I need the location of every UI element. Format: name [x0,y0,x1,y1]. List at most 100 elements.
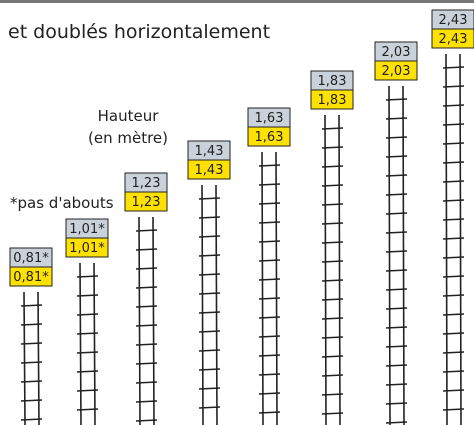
ladder-rail [460,54,461,425]
ladder-rung [199,350,220,351]
ladder-rung [259,203,280,204]
ladder-rung [386,308,407,309]
ladder-rung [259,279,280,280]
ladder-rung [322,280,343,281]
ladder-rung [386,327,407,328]
bottom-label: 1,63 [255,130,284,145]
ladder-rung [199,388,220,389]
ladder-rung [199,274,220,275]
ladder-rung [199,217,220,218]
ladder-rung [136,287,157,288]
ladder-rung [386,384,407,385]
ladder-rung [386,289,407,290]
ladder-rung [322,261,343,262]
ladder-rung [322,147,343,148]
ladder-rung [77,295,98,296]
bottom-label: 2,03 [382,64,411,79]
ladder-rung [21,343,42,344]
ladder-rail [262,152,263,425]
ladder-rung [199,407,220,408]
ladder-rung [259,355,280,356]
ladder-rung [259,260,280,261]
ladder-rung [21,362,42,363]
ladder-rung [386,365,407,366]
ladder-rung [443,67,464,68]
ladder-rung [259,222,280,223]
top-border [0,0,474,3]
bottom-label: 1,23 [132,195,161,210]
ladder-rung [386,403,407,404]
ladder-rung [322,356,343,357]
ladder-rung [322,242,343,243]
ladder-rung [136,363,157,364]
ladder-rung [322,204,343,205]
ladder-rung [386,156,407,157]
ladder-rung [443,333,464,334]
bottom-label: 1,83 [318,93,347,108]
top-label: 1,01* [69,222,105,237]
ladder-rung [443,352,464,353]
ladder-rung [259,393,280,394]
bottom-label: 2,43 [439,32,468,47]
ladder-rung [136,382,157,383]
ladder-rung [322,394,343,395]
ladder-rung [443,143,464,144]
ladder-rail [94,263,95,425]
ladder-rung [322,185,343,186]
ladder-rail [24,292,25,425]
ladder-rung [136,420,157,421]
ladder-rung [259,412,280,413]
ladder-rung [443,257,464,258]
ladder-rung [386,422,407,423]
ladder-rung [259,165,280,166]
ladder-rung [21,324,42,325]
ladder-rail [389,86,390,425]
ladder-rung [443,238,464,239]
ladder-rung [136,230,157,231]
ladder-rail [339,115,340,425]
ladder-rung [21,381,42,382]
ladder-rung [259,184,280,185]
ladder-rail [80,263,81,425]
ladder-rung [386,270,407,271]
ladder-rung [322,413,343,414]
top-label: 1,23 [132,176,161,191]
ladder-rung [443,371,464,372]
ladder-rung [259,336,280,337]
top-label: 1,63 [255,111,284,126]
ladder-rung [322,299,343,300]
ladder-rung [443,219,464,220]
ladder-rung [136,268,157,269]
ladder-rung [322,223,343,224]
ladder-rung [322,318,343,319]
header-title: et doublés horizontalement [8,21,270,43]
ladder-rung [136,325,157,326]
top-label: 2,03 [382,45,411,60]
bottom-label: 1,01* [69,241,105,256]
ladder-rung [199,312,220,313]
bottom-label: 0,81* [13,270,49,285]
top-label: 0,81* [13,251,49,266]
ladder-rung [77,333,98,334]
ladder-rung [443,295,464,296]
ladder-rung [322,337,343,338]
diagram: et doublés horizontalement Hauteur (en m… [0,0,474,425]
ladder-rung [77,314,98,315]
ladder-rung [21,305,42,306]
ladder-rung [199,293,220,294]
ladder-rung [322,166,343,167]
footnote: *pas d'abouts [10,194,114,212]
ladder-rung [443,181,464,182]
ladder-rung [259,374,280,375]
ladder-rung [322,128,343,129]
ladder-rung [443,124,464,125]
ladder-rung [77,352,98,353]
ladder-rung [136,401,157,402]
ladder-rung [386,99,407,100]
ladder-rung [199,198,220,199]
ladder-rail [325,115,326,425]
ladder-rung [443,86,464,87]
ladder-rung [77,371,98,372]
ladder-rung [199,255,220,256]
ladder-rung [259,241,280,242]
